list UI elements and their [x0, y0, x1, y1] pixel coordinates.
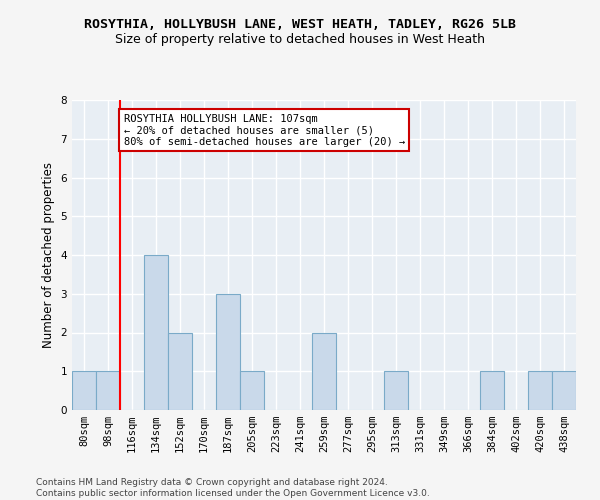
Bar: [216, 294, 240, 410]
Y-axis label: Number of detached properties: Number of detached properties: [42, 162, 55, 348]
Text: ROSYTHIA, HOLLYBUSH LANE, WEST HEATH, TADLEY, RG26 5LB: ROSYTHIA, HOLLYBUSH LANE, WEST HEATH, TA…: [84, 18, 516, 30]
Bar: [96, 371, 120, 410]
Text: ROSYTHIA HOLLYBUSH LANE: 107sqm
← 20% of detached houses are smaller (5)
80% of : ROSYTHIA HOLLYBUSH LANE: 107sqm ← 20% of…: [124, 114, 405, 147]
Bar: [552, 371, 576, 410]
Bar: [168, 332, 192, 410]
Bar: [312, 332, 336, 410]
Bar: [144, 255, 168, 410]
Bar: [72, 371, 96, 410]
Bar: [528, 371, 552, 410]
Bar: [240, 371, 264, 410]
Bar: [480, 371, 504, 410]
Bar: [384, 371, 408, 410]
Text: Size of property relative to detached houses in West Heath: Size of property relative to detached ho…: [115, 32, 485, 46]
Text: Contains HM Land Registry data © Crown copyright and database right 2024.
Contai: Contains HM Land Registry data © Crown c…: [36, 478, 430, 498]
